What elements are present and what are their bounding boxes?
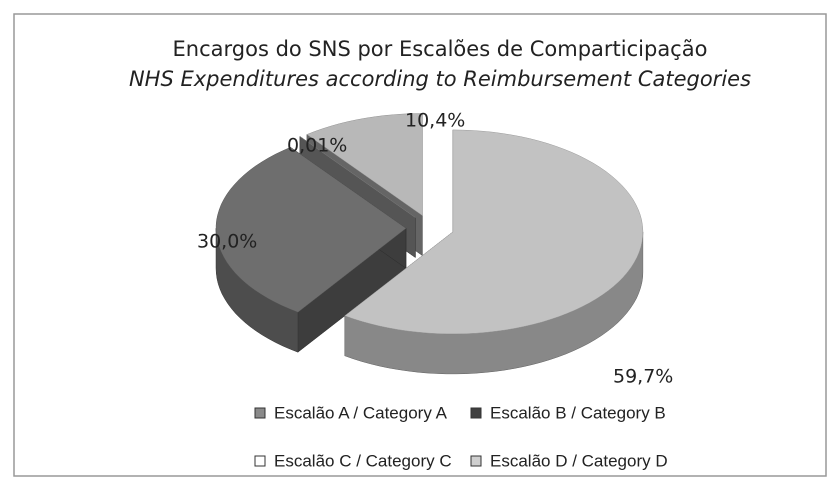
slice-top bbox=[306, 113, 423, 216]
legend-label: Escalão C / Category C bbox=[274, 451, 452, 470]
slice bbox=[215, 146, 407, 353]
legend-swatch bbox=[470, 407, 482, 419]
data-label: 30,0% bbox=[197, 231, 257, 253]
slice-top bbox=[299, 136, 416, 218]
slice bbox=[344, 129, 644, 375]
legend-label: Escalão B / Category B bbox=[490, 403, 666, 422]
legend-swatch bbox=[254, 455, 266, 467]
chart-subtitle: NHS Expenditures according to Reimbursem… bbox=[129, 67, 751, 91]
slice-top bbox=[215, 147, 407, 313]
legend-swatch bbox=[254, 407, 266, 419]
legend-swatch bbox=[470, 455, 482, 467]
chart-title: Encargos do SNS por Escalões de Comparti… bbox=[173, 37, 708, 61]
data-label: 10,4% bbox=[405, 110, 465, 132]
data-label: 0,01% bbox=[287, 135, 347, 157]
data-label: 59,7% bbox=[613, 366, 673, 388]
slice-top bbox=[344, 129, 644, 335]
legend-label: Escalão D / Category D bbox=[490, 451, 668, 470]
legend-label: Escalão A / Category A bbox=[274, 403, 448, 422]
